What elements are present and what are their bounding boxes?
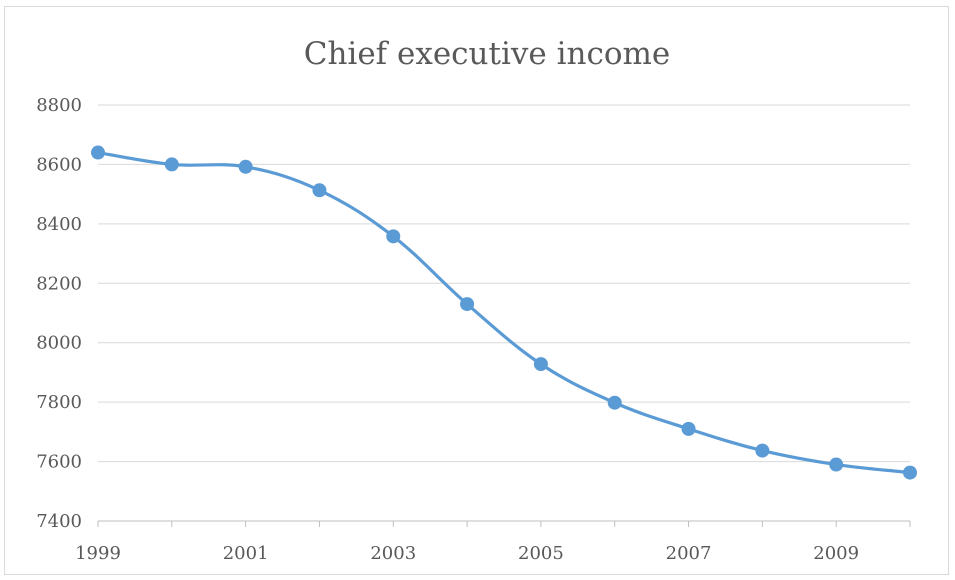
y-tick-label: 8400 xyxy=(36,214,82,235)
y-tick-label: 7800 xyxy=(36,392,82,413)
y-tick-label: 7400 xyxy=(36,511,82,532)
data-point-2002 xyxy=(312,183,327,198)
data-point-2003 xyxy=(386,229,401,244)
data-point-1999 xyxy=(91,145,105,160)
chart-frame xyxy=(4,6,949,575)
gridlines xyxy=(98,104,910,463)
x-tick-label: 1999 xyxy=(75,543,121,564)
data-point-2000 xyxy=(164,157,179,172)
data-point-2001 xyxy=(238,159,253,174)
data-point-2006 xyxy=(607,395,622,410)
data-point-2007 xyxy=(681,421,696,436)
y-tick-label: 8800 xyxy=(36,95,82,116)
y-tick-labels: 7400 7600 7800 8000 8200 8400 8600 8800 xyxy=(36,95,82,532)
x-tick-label: 2009 xyxy=(813,543,859,564)
x-tick-label: 2001 xyxy=(223,543,269,564)
y-tick-label: 8600 xyxy=(36,154,82,175)
data-point-2005 xyxy=(533,357,548,372)
data-series xyxy=(91,145,917,480)
data-point-2004 xyxy=(460,297,475,312)
x-tick-label: 2005 xyxy=(518,543,564,564)
series-line xyxy=(96,150,912,475)
y-tick-label: 8000 xyxy=(36,333,82,354)
data-point-2008 xyxy=(755,443,770,458)
x-tick-label: 2007 xyxy=(666,543,712,564)
data-point-2010 xyxy=(903,465,917,480)
chart-title: Chief executive income xyxy=(304,36,671,72)
axes xyxy=(97,520,911,527)
x-tick-labels: 1999 2001 2003 2005 2007 2009 xyxy=(75,543,859,564)
y-tick-label: 8200 xyxy=(36,273,82,294)
x-tick-label: 2003 xyxy=(370,543,416,564)
data-point-2009 xyxy=(829,457,844,472)
y-tick-label: 7600 xyxy=(36,452,82,473)
